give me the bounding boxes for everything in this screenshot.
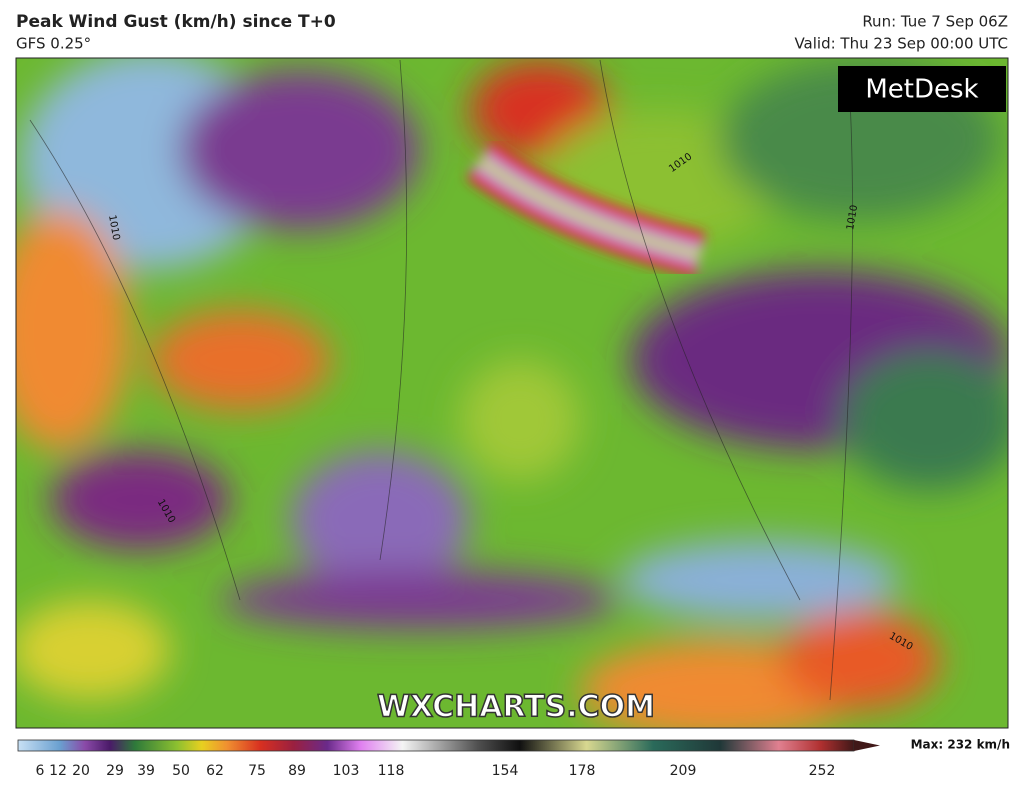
colorbar-tick-label: 118 xyxy=(378,763,405,779)
colorbar xyxy=(17,739,855,752)
title: Peak Wind Gust (km/h) since T+0 xyxy=(16,12,336,32)
run: Run: Tue 7 Sep 06Z xyxy=(862,13,1008,31)
colorbar-tick-label: 50 xyxy=(172,763,190,779)
colorbar-tick-label: 178 xyxy=(569,763,596,779)
max-label: Max: 232 km/h xyxy=(911,738,1010,752)
colorbar-tick-label: 29 xyxy=(106,763,124,779)
model: GFS 0.25° xyxy=(16,35,91,53)
colorbar-arrow xyxy=(854,740,880,751)
map-border xyxy=(15,57,1009,729)
colorbar-tick-label: 252 xyxy=(809,763,836,779)
colorbar-tick-label: 6 xyxy=(36,763,45,779)
colorbar-ticks: 6 12 20 29 39 50 62 75 89 103 118 154 178 209 252 xyxy=(36,763,836,779)
contour-label: 1010 xyxy=(845,204,860,231)
logo: MetDesk xyxy=(865,75,978,105)
colorbar-tick-label: 89 xyxy=(288,763,306,779)
colorbar-tick-label: 39 xyxy=(137,763,155,779)
colorbar-tick-label: 154 xyxy=(492,763,519,779)
colorbar-tick-label: 20 xyxy=(72,763,90,779)
colorbar-tick-label: 75 xyxy=(248,763,266,779)
colorbar-tick-label: 12 xyxy=(49,763,67,779)
colorbar-tick-label: 209 xyxy=(670,763,697,779)
colorbar-tick-label: 103 xyxy=(333,763,360,779)
logo-box xyxy=(838,66,1006,112)
watermark: WXCHARTS.COM xyxy=(377,690,655,725)
map: 1010 1010 1010 1010 1010 MetDesk WXCHART… xyxy=(16,58,1008,728)
valid: Valid: Thu 23 Sep 00:00 UTC xyxy=(794,35,1008,53)
colorbar-tick-label: 62 xyxy=(206,763,224,779)
contour-label: 1010 xyxy=(106,214,121,241)
